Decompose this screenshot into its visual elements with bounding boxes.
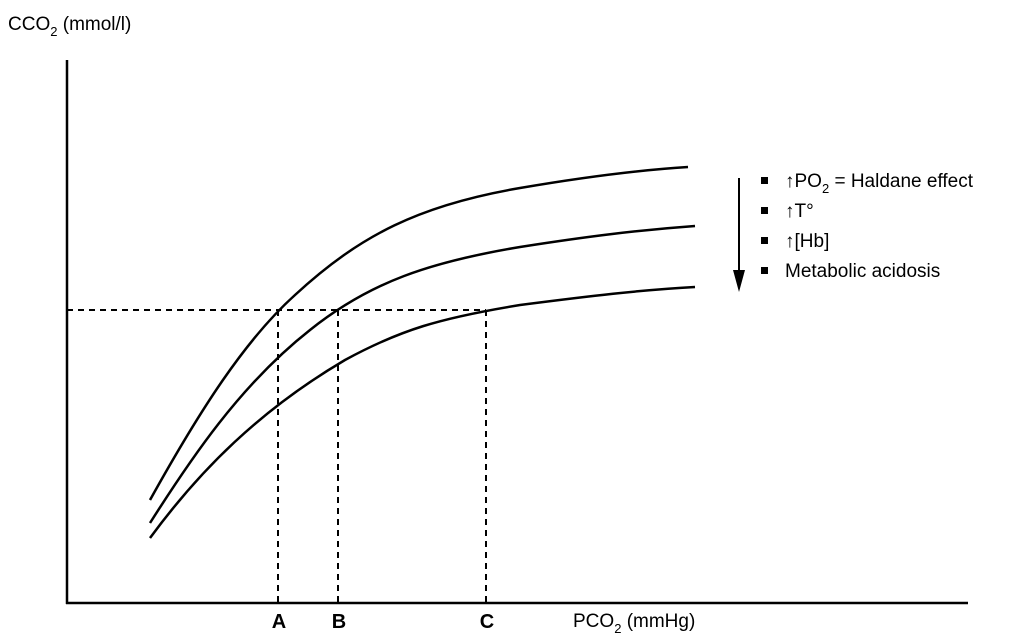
legend-item-1-rest: = Haldane effect (829, 171, 974, 192)
legend-item-1: ↑PO2 = Haldane effect (785, 171, 974, 196)
legend-item-3-prefix: ↑ (785, 231, 795, 252)
y-axis-label-unit: (mmol/l) (57, 14, 131, 35)
legend-item-1-prefix: ↑ (785, 171, 795, 192)
legend-bullet-3 (761, 237, 768, 244)
y-axis-label-main: CCO (8, 14, 50, 35)
legend-item-4: Metabolic acidosis (785, 261, 940, 282)
legend-bullet-1 (761, 177, 768, 184)
legend-item-2-prefix: ↑ (785, 201, 795, 222)
legend-item-2-main: T° (795, 201, 814, 222)
x-axis-label: PCO2 (mmHg) (573, 611, 695, 636)
tick-label-a: A (272, 611, 286, 633)
reference-lines (67, 309, 487, 603)
legend-item-4-main: Metabolic acidosis (785, 261, 940, 282)
legend-item-2: ↑T° (785, 201, 814, 222)
x-axis-label-main: PCO (573, 611, 614, 632)
legend-bullet-4 (761, 267, 768, 274)
legend-item-1-main: PO (795, 171, 822, 192)
curve-middle (148, 224, 696, 524)
curve-upper (148, 165, 689, 501)
x-axis-label-unit: (mmHg) (621, 611, 695, 632)
legend-down-arrow-head-icon (733, 270, 745, 292)
legend-item-3-main: [Hb] (795, 231, 830, 252)
legend-item-3: ↑[Hb] (785, 231, 829, 252)
legend-item-1-sub: 2 (822, 181, 829, 196)
tick-label-b: B (332, 611, 346, 633)
tick-label-c: C (480, 611, 494, 633)
legend-bullet-2 (761, 207, 768, 214)
legend: ↑PO2 = Haldane effect ↑T° ↑[Hb] Metaboli… (733, 171, 974, 292)
y-axis-label-sub: 2 (50, 24, 57, 39)
curve-lower (148, 285, 696, 539)
x-axis-label-sub: 2 (614, 621, 621, 636)
y-axis-label: CCO2 (mmol/l) (8, 14, 131, 39)
curves (148, 165, 696, 539)
